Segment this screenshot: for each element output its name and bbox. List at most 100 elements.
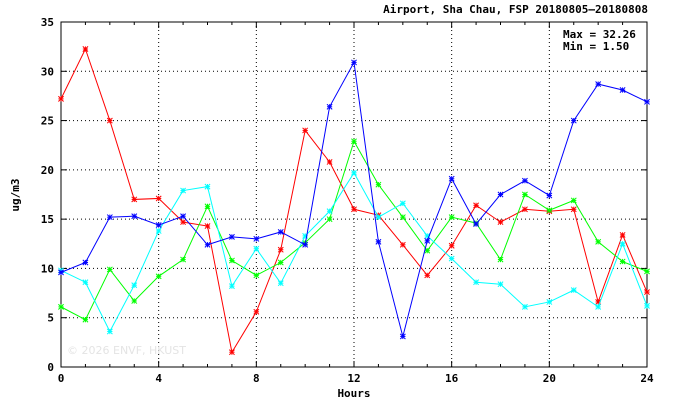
data-point <box>253 308 260 315</box>
data-point <box>399 333 406 340</box>
data-point <box>351 169 357 176</box>
data-point <box>351 59 357 66</box>
data-point <box>228 257 235 264</box>
chart-title: Airport, Sha Chau, FSP 20180805—20180808 <box>383 3 648 16</box>
y-tick-label: 35 <box>41 16 54 29</box>
data-point <box>375 214 382 221</box>
series-line <box>60 60 648 337</box>
data-point <box>399 241 406 248</box>
data-point <box>497 191 504 198</box>
data-point <box>180 219 187 226</box>
data-point <box>131 282 138 289</box>
data-point <box>570 117 577 124</box>
data-point <box>570 197 577 204</box>
data-point <box>497 281 504 288</box>
data-point <box>228 283 235 290</box>
y-tick-label: 15 <box>41 213 54 226</box>
data-point <box>399 214 406 221</box>
y-tick-label: 20 <box>41 164 54 177</box>
data-point <box>180 256 187 263</box>
data-point <box>521 206 528 213</box>
x-tick-labels: 0 4 8 12 16 20 24 <box>58 372 654 385</box>
data-point <box>253 235 260 242</box>
x-tick-label: 12 <box>347 372 360 385</box>
x-tick-label: 20 <box>543 372 556 385</box>
data-point <box>277 229 284 235</box>
x-tick-label: 0 <box>58 372 65 385</box>
axis-ticks <box>60 21 648 368</box>
data-point <box>619 258 626 265</box>
data-point <box>375 181 382 188</box>
data-point <box>546 192 553 199</box>
data-point <box>106 266 113 273</box>
y-tick-label: 10 <box>41 262 54 275</box>
data-point <box>619 240 626 247</box>
data-point <box>644 289 650 296</box>
data-point <box>155 228 162 234</box>
y-tick-label: 5 <box>47 312 54 325</box>
series-1 <box>58 46 650 356</box>
data-point <box>204 241 211 248</box>
data-point <box>326 216 333 223</box>
data-point <box>473 202 480 209</box>
data-point <box>595 303 602 310</box>
data-point <box>204 223 211 229</box>
data-point <box>58 269 64 276</box>
x-tick-label: 24 <box>640 372 654 385</box>
data-point <box>473 279 480 286</box>
data-point <box>644 98 650 105</box>
data-point <box>326 103 333 110</box>
data-point <box>595 81 602 88</box>
data-point <box>497 256 504 263</box>
data-point <box>277 246 284 253</box>
data-point <box>570 206 577 213</box>
plot-area: © 2026 ENVF, HKUST Max = 32.26 Min = 1.5… <box>58 21 650 368</box>
data-point <box>326 208 333 215</box>
data-point <box>106 328 113 335</box>
data-point <box>424 232 431 239</box>
data-point <box>448 175 455 182</box>
x-tick-label: 4 <box>155 372 162 385</box>
data-point <box>351 206 357 213</box>
data-point <box>204 183 211 190</box>
data-point <box>619 231 626 238</box>
y-tick-labels: 0 5 10 15 20 25 30 35 <box>41 16 54 374</box>
watermark: © 2026 ENVF, HKUST <box>67 344 186 357</box>
data-point <box>180 187 187 194</box>
data-point <box>644 268 650 275</box>
x-tick-label: 8 <box>253 372 260 385</box>
y-tick-label: 30 <box>41 65 54 78</box>
grid <box>61 22 647 367</box>
data-point <box>82 259 89 266</box>
y-axis-label: ug/m3 <box>9 178 22 211</box>
data-point <box>131 298 138 304</box>
data-point <box>58 95 64 102</box>
data-point <box>448 255 455 262</box>
data-point <box>155 222 162 229</box>
data-point <box>448 242 455 249</box>
data-point <box>375 238 382 245</box>
data-point <box>82 316 89 323</box>
data-point <box>277 259 284 266</box>
data-point <box>424 237 431 244</box>
data-point <box>497 219 504 226</box>
data-point <box>180 213 187 220</box>
data-point <box>155 195 162 202</box>
data-point <box>58 303 64 310</box>
data-point <box>228 349 235 356</box>
data-point <box>82 279 89 286</box>
data-point <box>619 87 626 93</box>
data-point <box>546 207 553 214</box>
data-point <box>326 159 333 165</box>
y-tick-label: 25 <box>41 115 54 128</box>
data-point <box>277 280 284 287</box>
data-point <box>253 245 260 252</box>
series-line <box>60 171 648 333</box>
x-tick-label: 16 <box>445 372 459 385</box>
data-point <box>228 233 235 240</box>
series-4 <box>58 59 650 340</box>
data-point <box>155 273 162 280</box>
x-axis-label: Hours <box>337 387 370 400</box>
data-point <box>570 287 577 294</box>
data-point <box>106 214 113 221</box>
